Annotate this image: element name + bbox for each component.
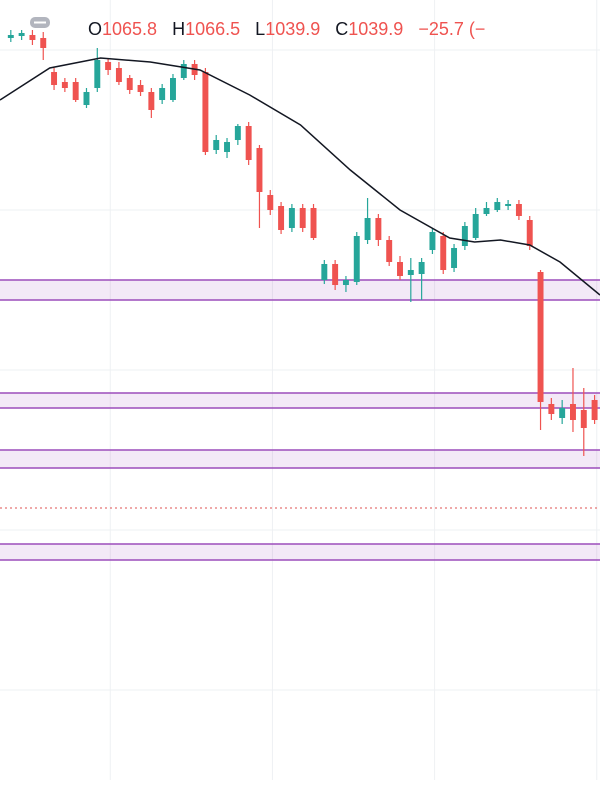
candle-body bbox=[267, 195, 274, 210]
legend-open: 1065.8 bbox=[102, 19, 157, 39]
candle-body bbox=[148, 92, 155, 110]
candle-body bbox=[224, 142, 230, 152]
legend-close-label: C bbox=[335, 19, 348, 39]
candle-body bbox=[83, 92, 90, 105]
candle-body bbox=[375, 218, 382, 240]
candle-body bbox=[202, 72, 209, 152]
legend-high: 1066.5 bbox=[185, 19, 240, 39]
candle-body bbox=[72, 82, 79, 100]
zone bbox=[0, 392, 600, 409]
candle-body bbox=[234, 126, 241, 140]
candle-body bbox=[537, 272, 544, 402]
legend-low: 1039.9 bbox=[265, 19, 320, 39]
candle-body bbox=[278, 206, 285, 230]
legend-high-label: H bbox=[172, 19, 185, 39]
candle-body bbox=[472, 214, 479, 238]
legend: O1065.8 H1066.5 L1039.9 C1039.9 −25.7 (− bbox=[88, 19, 485, 39]
candle-body bbox=[515, 204, 522, 216]
candle-body bbox=[570, 404, 576, 420]
candle-body bbox=[418, 262, 425, 274]
candle-body bbox=[526, 220, 533, 246]
zone bbox=[0, 279, 600, 301]
candle-body bbox=[580, 410, 587, 428]
candle-body bbox=[483, 208, 490, 214]
moving-average bbox=[0, 57, 600, 296]
candle-body bbox=[299, 208, 306, 228]
legend-open-label: O bbox=[88, 19, 102, 39]
candle-body bbox=[137, 85, 144, 92]
candle-body bbox=[105, 62, 112, 70]
candle-body bbox=[559, 408, 566, 418]
candle-body bbox=[429, 232, 436, 250]
zone bbox=[0, 543, 600, 561]
candle-body bbox=[494, 202, 501, 210]
candle-body bbox=[288, 208, 295, 228]
candle-body bbox=[180, 64, 187, 78]
candle-body bbox=[159, 88, 166, 100]
legend-change: −25.7 (− bbox=[418, 19, 485, 39]
candle-body bbox=[321, 264, 328, 280]
candle-body bbox=[548, 404, 555, 414]
candle-body bbox=[397, 262, 403, 276]
candle-body bbox=[407, 270, 414, 275]
legend-close: 1039.9 bbox=[348, 19, 403, 39]
candle-body bbox=[386, 240, 393, 262]
candle-body bbox=[51, 72, 58, 85]
candle-body bbox=[18, 33, 25, 36]
candle-body bbox=[61, 82, 68, 88]
candle-body bbox=[310, 208, 317, 238]
collapse-icon bbox=[34, 21, 46, 24]
candle-body bbox=[591, 400, 598, 420]
candle-body bbox=[353, 236, 360, 282]
candle-body bbox=[332, 264, 339, 285]
candle-body bbox=[342, 280, 349, 285]
candle-body bbox=[213, 140, 220, 150]
candle-body bbox=[245, 126, 252, 160]
candle-body bbox=[29, 35, 36, 40]
candle-body bbox=[505, 204, 512, 206]
candle-body bbox=[364, 218, 371, 240]
candle-body bbox=[451, 248, 458, 268]
candle-body bbox=[40, 38, 47, 48]
candle-body bbox=[440, 236, 447, 270]
candle-body bbox=[126, 78, 133, 90]
candle-body bbox=[170, 78, 176, 100]
candle-body bbox=[115, 68, 122, 82]
zone bbox=[0, 449, 600, 469]
candle-body bbox=[256, 148, 263, 192]
candle-body bbox=[94, 60, 101, 88]
candle-body bbox=[7, 35, 14, 38]
legend-low-label: L bbox=[255, 19, 265, 39]
candle-body bbox=[461, 226, 468, 246]
